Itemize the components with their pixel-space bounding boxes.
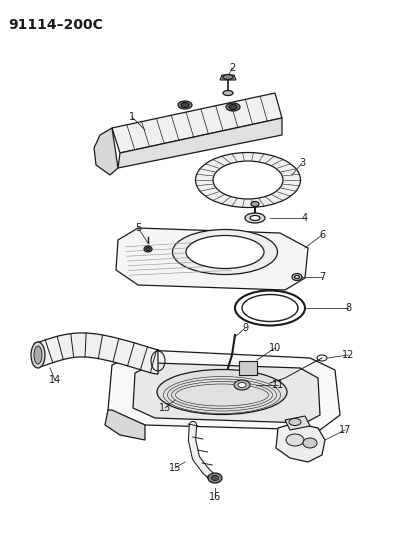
Ellipse shape	[242, 295, 298, 321]
Polygon shape	[34, 333, 159, 374]
Text: 10: 10	[269, 343, 281, 353]
Ellipse shape	[245, 213, 265, 223]
Text: 6: 6	[319, 230, 325, 240]
Ellipse shape	[211, 475, 219, 481]
Ellipse shape	[146, 247, 150, 251]
Polygon shape	[118, 118, 282, 168]
Polygon shape	[94, 128, 118, 175]
Text: 5: 5	[135, 223, 141, 233]
Text: 16: 16	[209, 492, 221, 502]
Text: 9: 9	[242, 323, 248, 333]
Ellipse shape	[223, 75, 233, 79]
Polygon shape	[108, 350, 340, 430]
Polygon shape	[276, 423, 325, 462]
Ellipse shape	[31, 342, 45, 368]
Polygon shape	[239, 361, 257, 375]
Text: 14: 14	[49, 375, 61, 385]
Polygon shape	[220, 75, 236, 80]
Ellipse shape	[251, 201, 259, 206]
Ellipse shape	[229, 104, 237, 109]
Ellipse shape	[250, 215, 260, 221]
Ellipse shape	[173, 230, 277, 274]
Text: 91114–200C: 91114–200C	[8, 18, 103, 32]
Ellipse shape	[292, 273, 302, 280]
Ellipse shape	[178, 101, 192, 109]
Ellipse shape	[213, 161, 283, 199]
Ellipse shape	[289, 418, 301, 425]
Ellipse shape	[208, 473, 222, 483]
Text: 8: 8	[345, 303, 351, 313]
Text: 12: 12	[342, 350, 354, 360]
Text: 13: 13	[159, 403, 171, 413]
Ellipse shape	[195, 152, 301, 207]
Text: 15: 15	[169, 463, 181, 473]
Text: 4: 4	[302, 213, 308, 223]
Ellipse shape	[286, 434, 304, 446]
Text: 1: 1	[129, 112, 135, 122]
Ellipse shape	[144, 246, 152, 252]
Polygon shape	[105, 410, 145, 440]
Ellipse shape	[157, 369, 287, 415]
Ellipse shape	[34, 346, 42, 364]
Polygon shape	[112, 93, 282, 153]
Polygon shape	[116, 228, 308, 290]
Polygon shape	[133, 363, 320, 423]
Polygon shape	[285, 416, 310, 430]
Text: 11: 11	[272, 380, 284, 390]
Text: 7: 7	[319, 272, 325, 282]
Text: 3: 3	[299, 158, 305, 168]
Ellipse shape	[226, 103, 240, 111]
Ellipse shape	[186, 236, 264, 269]
Ellipse shape	[303, 438, 317, 448]
Ellipse shape	[223, 91, 233, 95]
Ellipse shape	[234, 380, 250, 390]
Text: 17: 17	[339, 425, 351, 435]
Text: 2: 2	[229, 63, 235, 73]
Ellipse shape	[238, 383, 246, 387]
Ellipse shape	[181, 102, 189, 108]
Ellipse shape	[294, 276, 299, 279]
